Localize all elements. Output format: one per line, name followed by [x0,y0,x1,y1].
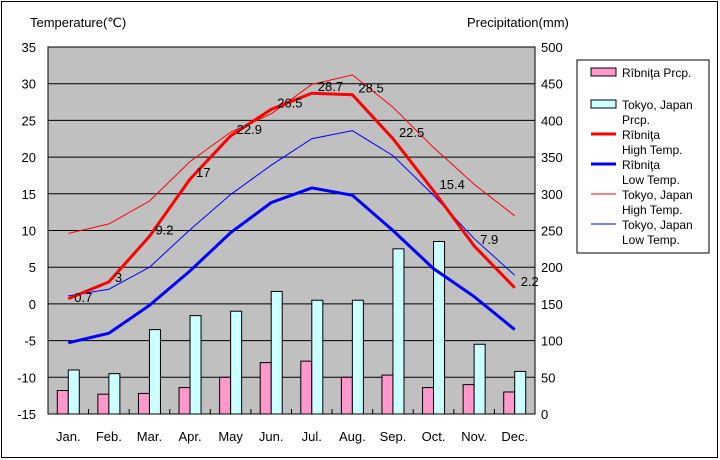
legend-label: Tokyo, Japan Low Temp. [622,218,693,247]
left-tick-label: -5 [24,334,36,349]
precip-bar [392,248,405,415]
right-tick-label: 500 [541,40,563,55]
temp-line [68,74,516,234]
data-label: 22.5 [399,125,424,140]
precip-bar [422,387,435,415]
right-tick-label: 50 [541,370,555,385]
precip-bar [270,290,283,415]
x-tick-label: Nov. [461,429,487,444]
precip-bar [189,315,202,415]
right-tick-label: 350 [541,150,563,165]
left-axis-title: Temperature(℃) [30,15,126,30]
x-tick-label: Aug. [339,429,366,444]
x-tick-label: Apr. [178,429,201,444]
left-tick-label: 5 [29,260,36,275]
precip-bar [219,376,232,415]
precip-bar [108,373,121,415]
precip-bar [56,390,69,415]
legend-swatch [590,67,617,77]
x-tick-label: Jun. [259,429,284,444]
precip-bar [514,370,527,415]
precip-bar [462,384,475,415]
legend-label: Tokyo, Japan Prcp. [622,98,693,127]
right-axis-title: Precipitation(mm) [467,15,569,30]
right-tick-label: 200 [541,260,563,275]
right-tick-label: 300 [541,187,563,202]
data-label: 9.2 [155,222,173,237]
left-tick-label: 10 [22,224,36,239]
legend-label: Tokyo, Japan High Temp. [622,188,693,217]
precip-bar [67,369,80,415]
temp-line [67,186,516,345]
precip-bar [340,376,353,415]
precip-bar [178,387,191,415]
left-tick-label: 30 [22,77,36,92]
precip-bar [137,392,150,415]
precip-bar [97,393,110,415]
precip-bar [230,310,243,415]
left-tick-label: -15 [17,407,36,422]
data-label: 2.2 [521,274,539,289]
precip-bar [259,362,272,415]
x-tick-label: Oct. [422,429,446,444]
legend [576,59,710,254]
x-tick-label: May [218,429,243,444]
data-label: 3 [115,270,122,285]
left-tick-label: 25 [22,113,36,128]
legend-swatch [590,99,617,109]
precip-bar [473,343,486,415]
left-tick-label: 35 [22,40,36,55]
precip-bar [381,374,394,415]
x-tick-label: Feb. [96,429,122,444]
data-label: 28.5 [358,81,383,96]
data-label: 7.9 [480,232,498,247]
left-tick-label: -10 [17,370,36,385]
precip-bar [503,391,516,415]
left-tick-label: 20 [22,150,36,165]
right-tick-label: 150 [541,297,563,312]
precip-bar [351,299,364,415]
precip-bar [300,360,313,415]
right-tick-label: 400 [541,113,563,128]
right-tick-label: 0 [541,407,548,422]
x-tick-label: Sep. [380,429,407,444]
left-tick-label: 15 [22,187,36,202]
data-label: 17 [196,165,210,180]
precip-bar [311,299,324,415]
right-tick-label: 450 [541,77,563,92]
x-tick-label: Mar. [137,429,162,444]
x-tick-label: Dec. [501,429,528,444]
legend-label: Rîbniţa High Temp. [622,128,682,157]
temp-line [67,91,516,301]
data-label: 26.5 [277,95,302,110]
data-label: 28.7 [318,79,343,94]
precip-bar [433,241,446,415]
precip-bar [148,329,161,415]
data-label: 0.7 [74,290,92,305]
right-tick-label: 250 [541,224,563,239]
data-label: 22.9 [237,122,262,137]
legend-label: Rîbniţa Low Temp. [622,158,680,187]
legend-label: Rîbniţa Prcp. [622,66,691,80]
data-label: 15.4 [440,177,465,192]
x-tick-label: Jul. [302,429,322,444]
x-tick-label: Jan. [56,429,81,444]
left-tick-label: 0 [29,297,36,312]
right-tick-label: 100 [541,334,563,349]
